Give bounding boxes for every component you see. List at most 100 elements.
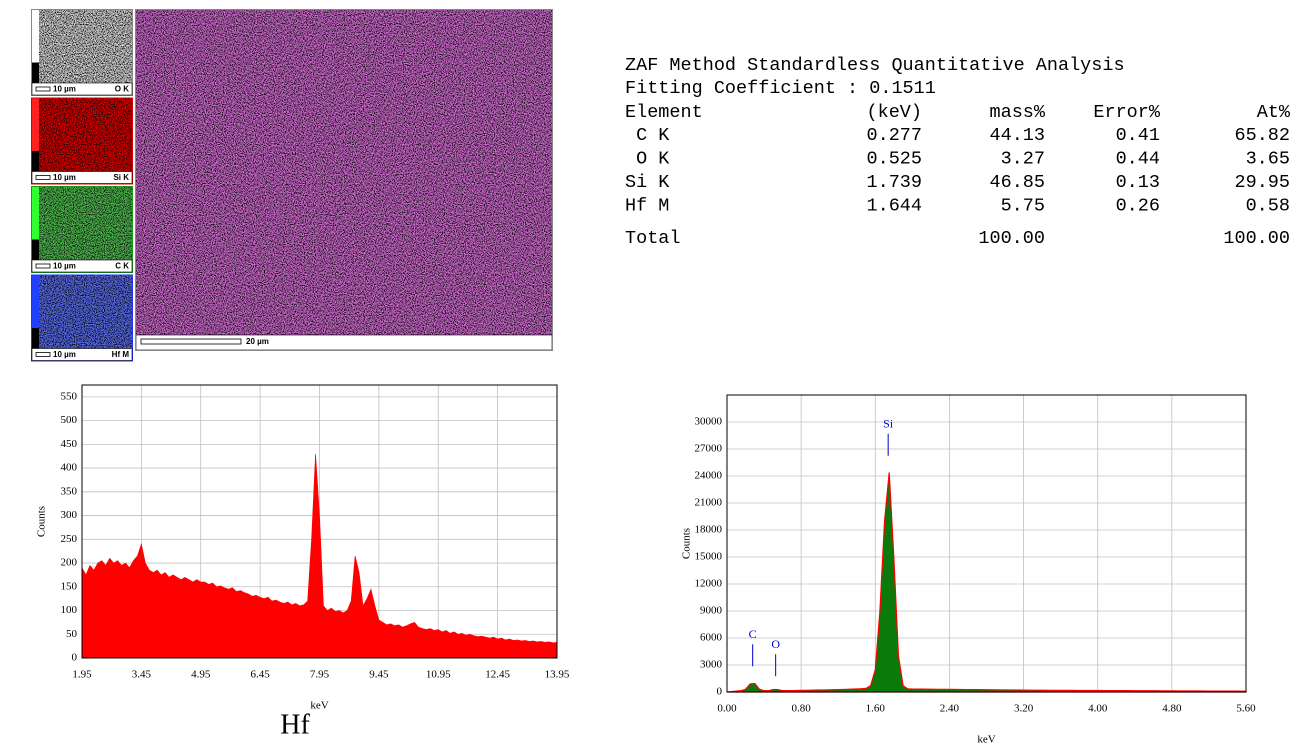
x-tick-label: 4.80 [1162,703,1182,715]
overlay-frame [135,9,553,351]
table-cell: 100.00 [1223,228,1290,249]
y-tick-label: 30000 [695,416,723,428]
plot-area [727,395,1246,692]
x-tick-label: 4.95 [191,669,211,681]
scale-bar [35,86,51,92]
map-frame [31,9,133,96]
table-cell: 3.27 [1001,148,1045,169]
color-bar-low [32,151,39,172]
y-tick-label: 150 [61,580,78,592]
scale-bar [35,352,51,357]
x-tick-label: 0.00 [717,703,737,715]
map-image [32,275,132,349]
color-bar-low [32,62,39,83]
peak-label: Si [883,416,894,430]
scale-label: 10 µm [53,173,76,182]
color-bar [32,98,39,152]
scale-bar [140,338,242,345]
y-tick-label: 0 [717,686,723,698]
map-image [32,98,132,172]
map-label-bar [31,348,133,361]
y-tick-label: 3000 [700,659,723,671]
x-tick-label: 9.45 [369,669,389,681]
plot-frame [726,394,1247,693]
map-image [32,187,132,260]
map-frame [31,97,133,185]
table-cell: 1.644 [866,195,922,216]
y-tick-label: 200 [61,557,78,569]
table-cell: O K [625,148,670,169]
x-tick-label: 3.20 [1014,703,1034,715]
table-cell: (keV) [866,102,922,123]
y-tick-label: 250 [61,533,78,545]
y-tick-label: 9000 [700,605,723,617]
map-frame [31,186,133,273]
x-tick-label: 10.95 [426,669,451,681]
table-cell: 44.13 [989,125,1045,146]
table-cell: At% [1257,102,1291,123]
table-cell: Element [625,102,703,123]
table-cell: 46.85 [989,172,1045,193]
table-cell: 5.75 [1001,195,1045,216]
y-tick-label: 400 [61,462,78,474]
table-cell: 3.65 [1246,148,1290,169]
table-cell: mass% [989,102,1045,123]
map-label-bar [31,82,133,96]
y-axis-label: Counts [681,528,693,559]
plot-frame [81,384,558,659]
element-label: C K [115,262,129,271]
table-cell: 1.739 [866,172,922,193]
y-axis-label: Counts [36,506,48,537]
scale-bar [35,263,51,269]
peak-label: O [771,637,780,651]
y-tick-label: 300 [61,509,78,521]
table-cell: 0.277 [866,125,922,146]
x-tick-label: 1.95 [72,669,92,681]
y-tick-label: 50 [66,628,78,640]
table-cell: 0.58 [1246,195,1290,216]
scale-bar [35,175,51,180]
table-cell: 100.00 [978,228,1045,249]
table-cell: Si K [625,172,670,193]
element-label: O K [115,85,129,94]
y-tick-label: 27000 [695,443,723,455]
y-tick-label: 550 [61,390,78,402]
table-cell: 0.13 [1116,172,1160,193]
x-tick-label: 12.45 [485,669,510,681]
x-tick-label: 6.45 [251,669,271,681]
map-frame [31,274,133,362]
map-label-bar [31,259,133,273]
color-bar [32,187,39,240]
element-label: Si K [113,173,129,182]
spectrum-area [726,472,1247,693]
y-tick-label: 15000 [695,551,723,563]
peak-label: C [749,627,757,641]
y-tick-label: 0 [72,652,78,664]
map-image [32,10,132,83]
x-axis-label: keV [977,734,995,746]
scale-label: 10 µm [53,262,76,271]
y-tick-label: 500 [61,414,78,426]
x-tick-label: 2.40 [940,703,960,715]
x-tick-label: 7.95 [310,669,330,681]
color-bar [32,10,39,63]
y-tick-label: 21000 [695,497,723,509]
y-tick-label: 100 [61,604,78,616]
table-title: ZAF Method Standardless Quantitative Ana… [625,55,1125,76]
x-tick-label: 5.60 [1236,703,1256,715]
x-tick-label: 13.95 [545,669,570,681]
table-cell: 65.82 [1234,125,1290,146]
y-tick-label: 12000 [695,578,723,590]
spectrum-area [81,453,558,659]
table-cell: 0.26 [1116,195,1160,216]
y-tick-label: 24000 [695,470,723,482]
y-tick-label: 350 [61,485,78,497]
table-cell: 29.95 [1234,172,1290,193]
scale-label: 20 µm [246,337,269,346]
table-cell: 0.525 [866,148,922,169]
y-tick-label: 6000 [700,632,723,644]
color-bar-low [32,239,39,260]
table-cell: C K [625,125,670,146]
